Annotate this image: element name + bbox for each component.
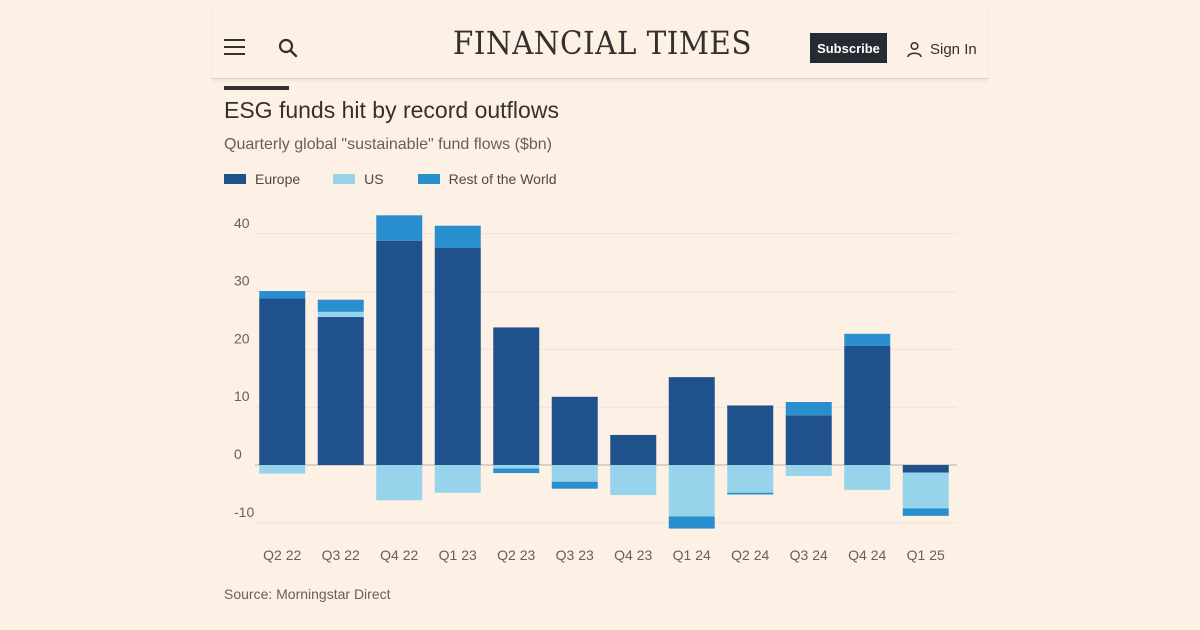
site-header: FINANCIAL TIMES Subscribe Sign In: [212, 0, 988, 79]
bar-us: [668, 465, 715, 517]
bar-us: [376, 465, 423, 501]
bar-us: [610, 465, 657, 496]
bar-europe: [902, 465, 949, 473]
bar-us: [493, 465, 540, 469]
title-accent-bar: [224, 86, 289, 90]
bar-europe: [317, 317, 364, 465]
bar-rest-of-the-world: [668, 516, 715, 529]
y-tick-label: 20: [234, 330, 250, 346]
bar-europe: [259, 298, 306, 465]
bar-us: [902, 472, 949, 509]
bar-europe: [668, 377, 715, 465]
chart-title: ESG funds hit by record outflows: [224, 97, 559, 123]
y-tick-label: -10: [234, 504, 254, 520]
bar-rest-of-the-world: [317, 299, 364, 312]
bar-us: [434, 465, 481, 493]
x-tick-label: Q2 24: [731, 547, 769, 563]
user-icon: [907, 41, 922, 57]
x-tick-label: Q2 22: [263, 547, 301, 563]
bar-europe: [551, 396, 598, 465]
legend-swatch-europe: [224, 174, 246, 184]
x-tick-label: Q3 23: [556, 547, 594, 563]
x-tick-label: Q4 23: [614, 547, 652, 563]
bar-europe: [493, 327, 540, 465]
sign-in-label: Sign In: [930, 40, 977, 58]
bar-us: [551, 465, 598, 482]
bar-us: [259, 465, 306, 474]
legend-swatch-us: [333, 174, 356, 184]
bar-rest-of-the-world: [376, 215, 423, 241]
x-tick-label: Q3 22: [322, 547, 360, 563]
y-tick-label: 10: [234, 388, 250, 404]
bar-us: [844, 465, 891, 490]
legend-item-rest-of-world: Rest of the World: [417, 171, 557, 187]
chart-legend: Europe US Rest of the World: [224, 171, 557, 187]
bar-us: [727, 465, 774, 493]
bar-europe: [610, 434, 657, 465]
x-tick-label: Q1 25: [907, 547, 945, 563]
bar-rest-of-the-world: [259, 291, 306, 299]
bar-europe: [434, 247, 481, 465]
hamburger-menu-icon[interactable]: [224, 37, 245, 55]
bar-europe: [376, 240, 423, 465]
search-icon[interactable]: [277, 37, 299, 59]
bar-us: [785, 465, 832, 476]
x-tick-label: Q2 23: [497, 547, 535, 563]
legend-swatch-rest-of-world: [417, 174, 440, 184]
x-tick-label: Q4 24: [848, 547, 886, 563]
chart-source: Source: Morningstar Direct: [224, 586, 391, 602]
bar-rest-of-the-world: [902, 508, 949, 516]
bar-europe: [785, 415, 832, 465]
chart-subtitle: Quarterly global "sustainable" fund flow…: [224, 136, 552, 153]
x-tick-label: Q3 24: [790, 547, 828, 563]
sign-in-link[interactable]: Sign In: [906, 38, 977, 60]
ft-masthead-logo[interactable]: FINANCIAL TIMES: [452, 24, 753, 62]
bar-us: [317, 311, 364, 318]
y-tick-label: 40: [234, 215, 250, 231]
x-tick-label: Q1 24: [673, 547, 711, 563]
bar-rest-of-the-world: [727, 492, 774, 495]
bar-europe: [727, 405, 774, 465]
bar-rest-of-the-world: [434, 225, 481, 248]
bar-rest-of-the-world: [785, 401, 832, 416]
bar-europe: [844, 345, 891, 465]
bar-rest-of-the-world: [493, 468, 540, 474]
legend-label-europe: Europe: [255, 171, 301, 187]
legend-item-europe: Europe: [224, 171, 300, 187]
x-tick-label: Q4 22: [380, 547, 418, 563]
y-tick-label: 30: [234, 273, 250, 289]
y-tick-label: 0: [234, 446, 242, 462]
subscribe-button[interactable]: Subscribe: [810, 33, 887, 63]
legend-label-rest-of-world: Rest of the World: [448, 171, 557, 187]
legend-label-us: US: [364, 171, 384, 187]
x-tick-label: Q1 23: [439, 547, 477, 563]
bar-rest-of-the-world: [844, 333, 891, 346]
bar-rest-of-the-world: [551, 481, 598, 489]
legend-item-us: US: [333, 171, 384, 187]
